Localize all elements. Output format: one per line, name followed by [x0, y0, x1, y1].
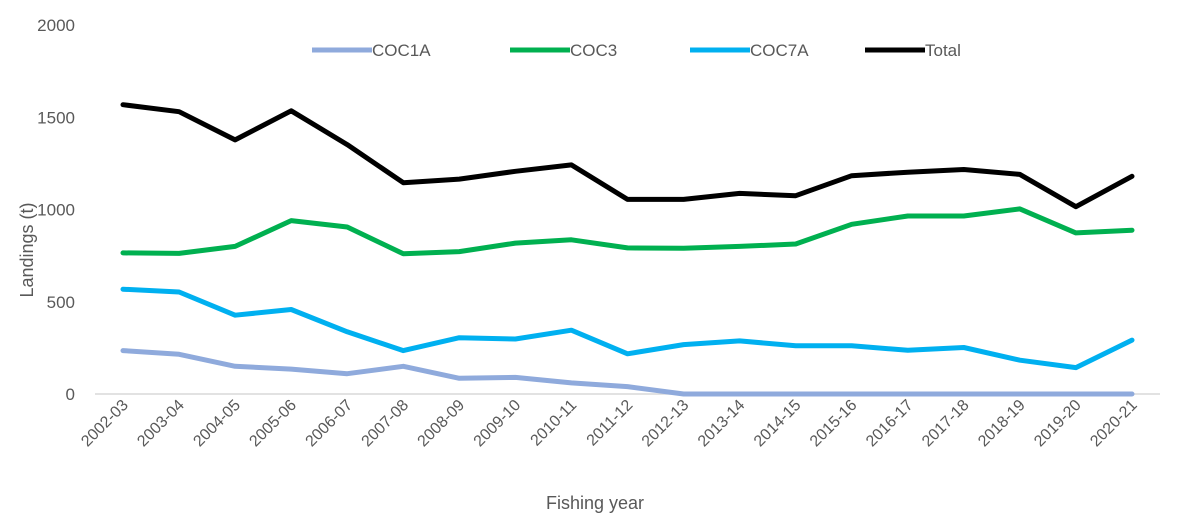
series-lines [120, 102, 1135, 397]
series-line-total [120, 102, 1135, 210]
x-tick-label: 2015-16 [807, 397, 861, 451]
x-tick-label: 2008-09 [415, 397, 469, 451]
x-tick-label: 2002-03 [78, 397, 132, 451]
x-tick-label: 2009-10 [471, 397, 525, 451]
x-tick-label: 2014-15 [751, 397, 805, 451]
x-axis-ticks: 2002-03 2003-04 2004-05 2005-06 2006-07 2007-… [78, 397, 1141, 451]
y-tick-label: 1000 [37, 201, 75, 220]
x-tick-label: 2018-19 [975, 397, 1029, 451]
series-line-coc3 [120, 206, 1135, 257]
legend-label-total: Total [925, 41, 961, 60]
legend-label-coc1a: COC1A [372, 41, 431, 60]
x-tick-label: 2013-14 [695, 397, 749, 451]
legend: COC1A COC3 COC7A Total [312, 41, 961, 60]
x-tick-label: 2019-20 [1031, 397, 1085, 451]
series-line-coc1a [120, 348, 1135, 397]
x-tick-label: 2012-13 [639, 397, 693, 451]
x-tick-label: 2011-12 [584, 397, 637, 450]
x-tick-label: 2007-08 [359, 397, 413, 451]
x-tick-label: 2003-04 [134, 397, 188, 451]
x-tick-label: 2020-21 [1087, 397, 1141, 451]
x-tick-label: 2010-11 [528, 397, 581, 450]
y-axis-title: Landings (t) [17, 202, 37, 297]
x-tick-label: 2006-07 [303, 397, 357, 451]
y-axis-ticks: 0 500 1000 1500 2000 [37, 16, 75, 404]
y-tick-label: 2000 [37, 16, 75, 35]
x-tick-label: 2004-05 [190, 397, 244, 451]
legend-label-coc3: COC3 [570, 41, 617, 60]
series-line-coc7a [120, 286, 1135, 371]
y-tick-label: 0 [66, 385, 75, 404]
y-tick-label: 1500 [37, 108, 75, 127]
y-tick-label: 500 [47, 293, 75, 312]
legend-label-coc7a: COC7A [750, 41, 809, 60]
x-axis-title: Fishing year [546, 493, 644, 513]
x-tick-label: 2005-06 [246, 397, 300, 451]
x-tick-label: 2017-18 [919, 397, 973, 451]
x-tick-label: 2016-17 [863, 397, 917, 451]
